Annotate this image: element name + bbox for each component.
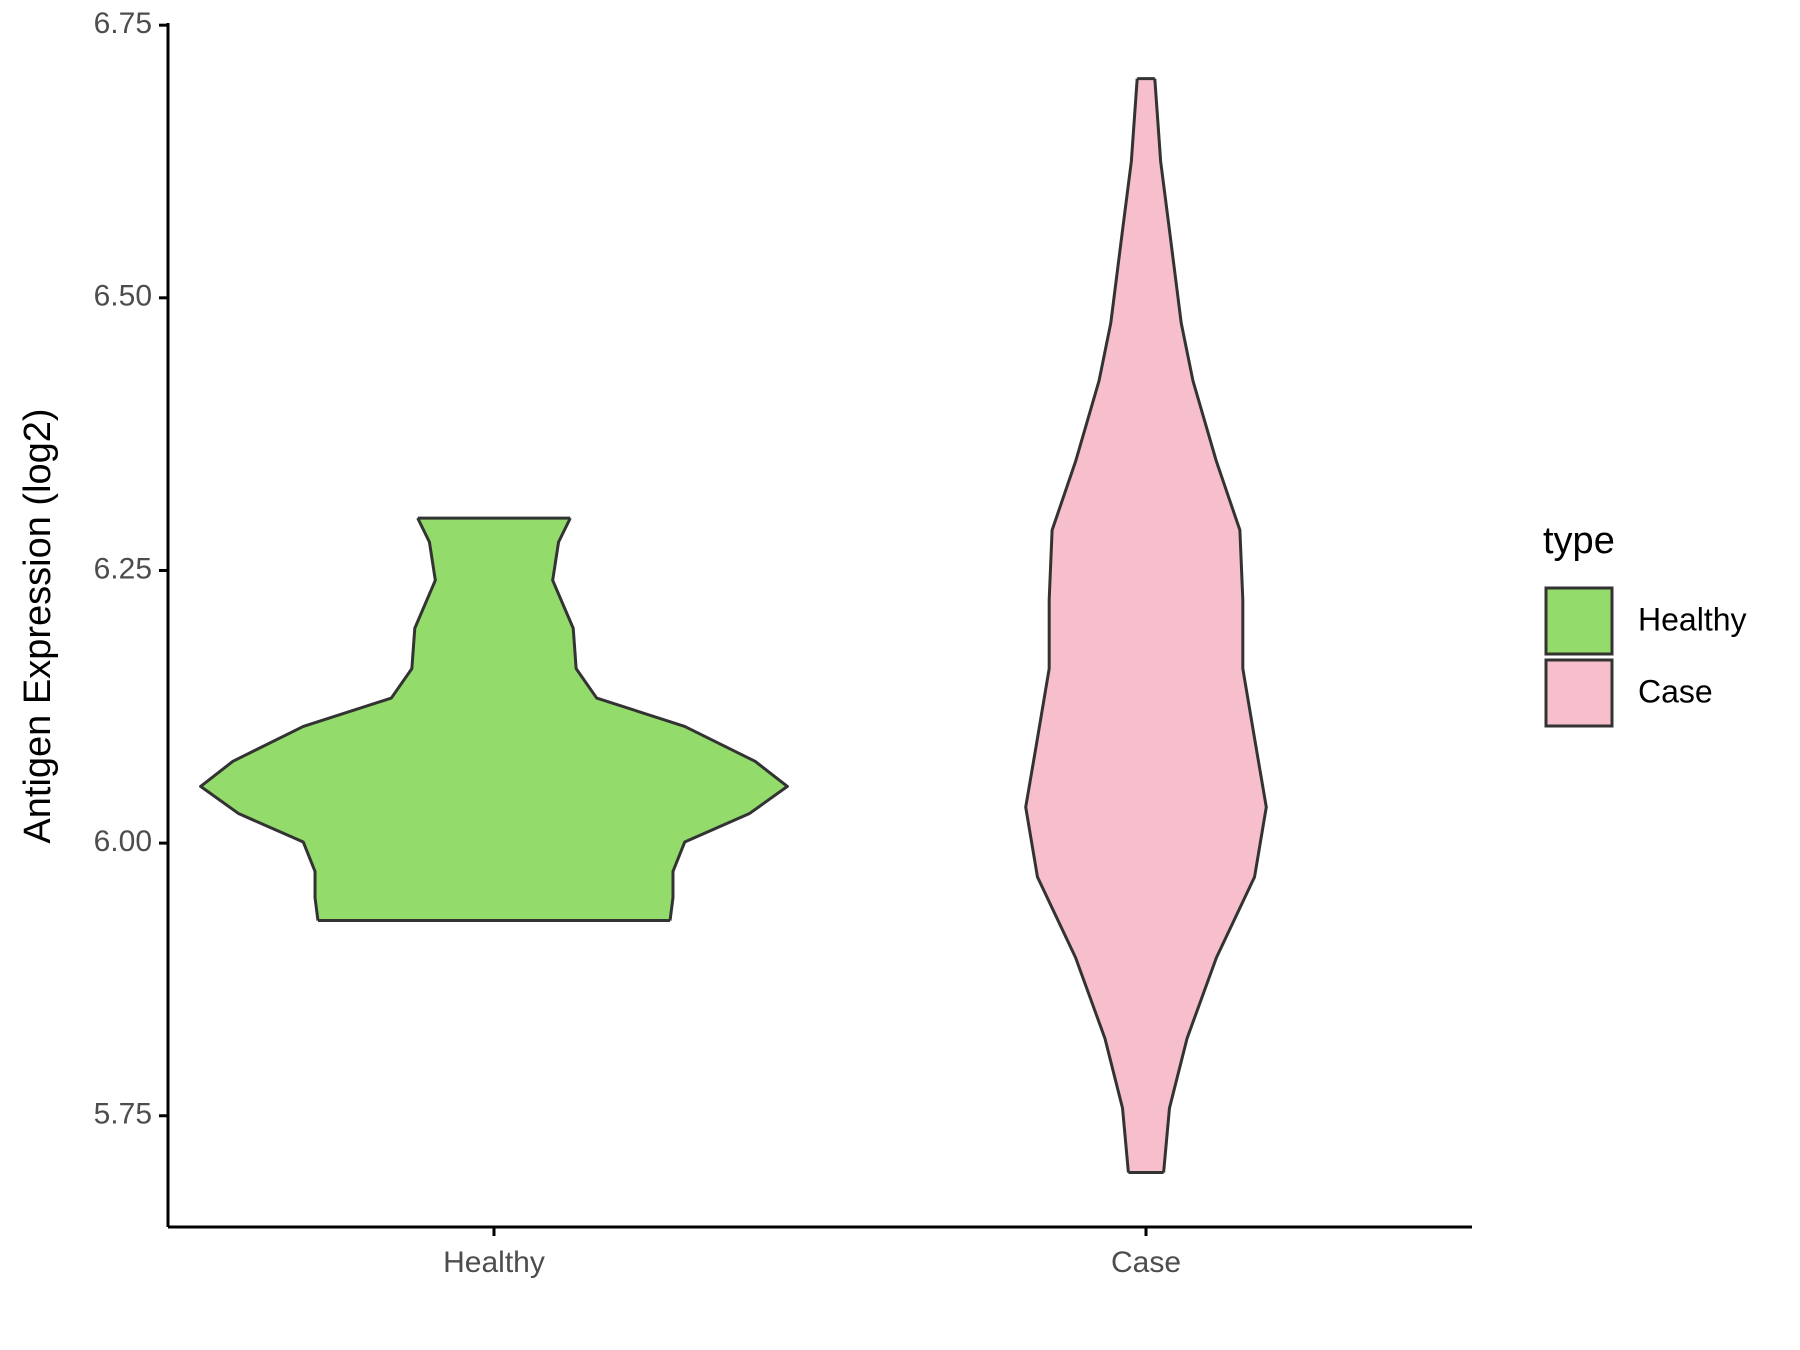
y-tick-label: 6.00 [94, 825, 152, 858]
legend-key [1544, 586, 1614, 656]
violin-fill [1025, 78, 1146, 1173]
legend-key [1544, 658, 1614, 728]
y-tick-label: 5.75 [94, 1098, 152, 1131]
legend-label: Healthy [1638, 601, 1747, 637]
x-tick-label: Healthy [443, 1246, 545, 1279]
y-tick-label: 6.50 [94, 280, 152, 313]
violin-outline [199, 517, 437, 921]
legend-label: Case [1638, 673, 1713, 709]
violin-outline [1024, 78, 1139, 1173]
x-tick-label: Case [1111, 1246, 1181, 1279]
violin-outline [551, 517, 789, 921]
violin-fill [1146, 78, 1267, 1173]
y-axis-title: Antigen Expression (log2) [17, 408, 59, 843]
y-tick-label: 6.75 [94, 7, 152, 40]
violin-fill [200, 518, 494, 921]
violin-fill [494, 518, 788, 921]
legend-title: type [1543, 520, 1615, 562]
y-tick-label: 6.25 [94, 552, 152, 585]
violin-outline [1153, 78, 1268, 1173]
